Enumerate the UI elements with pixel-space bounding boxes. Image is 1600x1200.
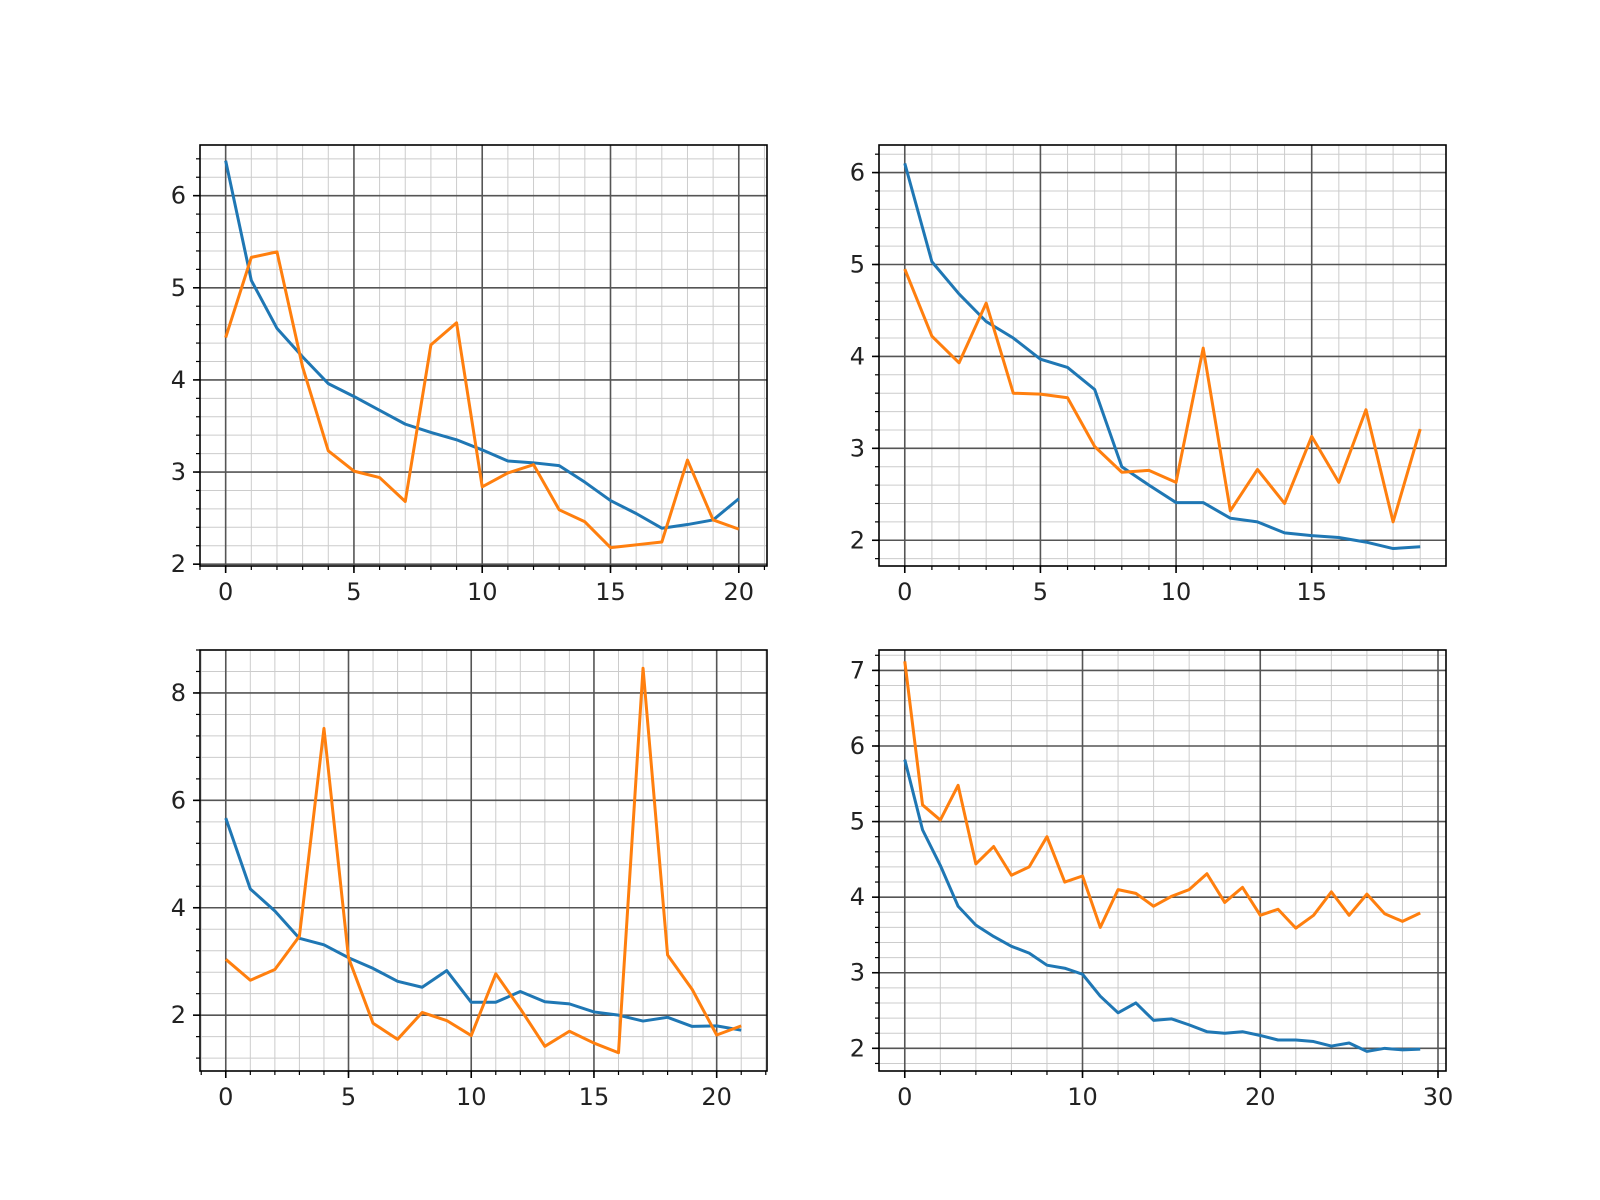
y-tick-label: 3 bbox=[850, 959, 865, 987]
x-tick-label: 10 bbox=[1067, 1083, 1098, 1111]
x-tick-label: 15 bbox=[595, 578, 626, 606]
x-tick-label: 0 bbox=[897, 1083, 912, 1111]
y-tick-label: 2 bbox=[171, 550, 186, 578]
y-tick-label: 6 bbox=[850, 732, 865, 760]
x-tick-label: 20 bbox=[724, 578, 755, 606]
y-tick-label: 2 bbox=[850, 526, 865, 554]
y-tick-label: 5 bbox=[850, 250, 865, 278]
y-tick-label: 5 bbox=[171, 274, 186, 302]
y-tick-label: 7 bbox=[850, 656, 865, 684]
y-tick-label: 6 bbox=[171, 786, 186, 814]
x-tick-label: 0 bbox=[897, 578, 912, 606]
x-tick-label: 20 bbox=[1245, 1083, 1276, 1111]
y-tick-label: 8 bbox=[171, 679, 186, 707]
x-tick-label: 10 bbox=[1161, 578, 1192, 606]
x-tick-label: 0 bbox=[218, 578, 233, 606]
x-tick-label: 5 bbox=[341, 1083, 356, 1111]
y-tick-label: 4 bbox=[171, 894, 186, 922]
y-tick-label: 4 bbox=[171, 366, 186, 394]
x-tick-label: 20 bbox=[701, 1083, 732, 1111]
y-tick-label: 2 bbox=[171, 1001, 186, 1029]
y-tick-label: 5 bbox=[850, 808, 865, 836]
x-tick-label: 15 bbox=[579, 1083, 610, 1111]
y-tick-label: 2 bbox=[850, 1034, 865, 1062]
y-tick-label: 6 bbox=[171, 182, 186, 210]
y-tick-label: 6 bbox=[850, 159, 865, 187]
y-tick-label: 4 bbox=[850, 883, 865, 911]
x-tick-label: 15 bbox=[1296, 578, 1327, 606]
x-tick-label: 10 bbox=[456, 1083, 487, 1111]
x-tick-label: 30 bbox=[1423, 1083, 1454, 1111]
y-tick-label: 4 bbox=[850, 342, 865, 370]
x-tick-label: 10 bbox=[467, 578, 498, 606]
x-tick-label: 0 bbox=[218, 1083, 233, 1111]
y-tick-label: 3 bbox=[171, 458, 186, 486]
x-tick-label: 5 bbox=[346, 578, 361, 606]
x-tick-label: 5 bbox=[1033, 578, 1048, 606]
y-tick-label: 3 bbox=[850, 434, 865, 462]
